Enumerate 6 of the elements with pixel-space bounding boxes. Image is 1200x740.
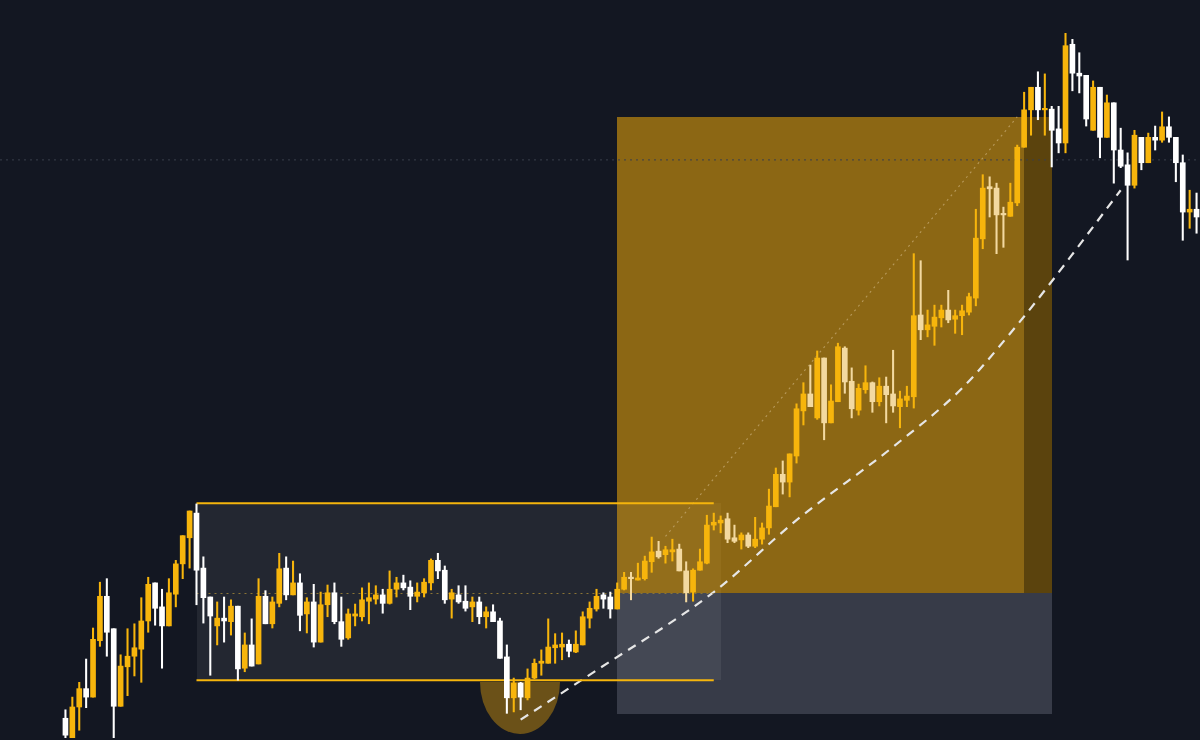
candlestick (986, 176, 993, 218)
candlestick (862, 365, 869, 394)
candlestick (628, 572, 634, 601)
candlestick (462, 585, 469, 612)
candlestick (1041, 73, 1048, 136)
candlestick (662, 545, 669, 564)
